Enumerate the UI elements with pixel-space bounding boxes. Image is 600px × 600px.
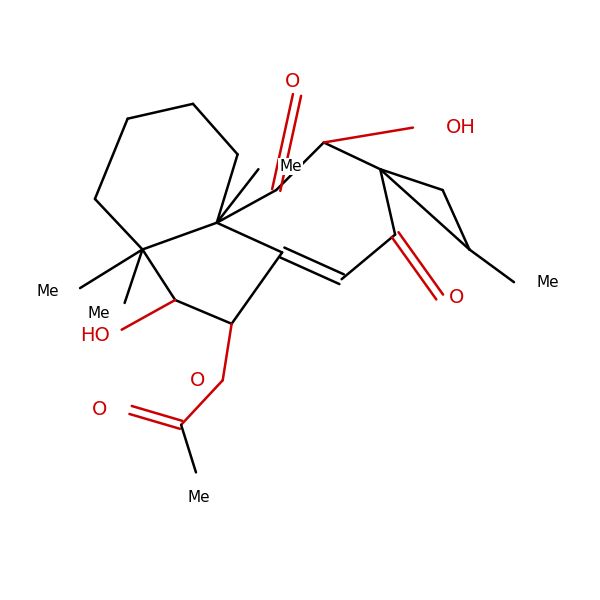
Text: O: O: [91, 400, 107, 419]
Text: OH: OH: [446, 118, 476, 137]
Text: O: O: [449, 287, 464, 307]
Text: Me: Me: [279, 159, 302, 174]
Text: HO: HO: [80, 326, 110, 345]
Text: O: O: [190, 371, 205, 390]
Text: Me: Me: [188, 490, 210, 505]
Text: Me: Me: [87, 306, 110, 321]
Text: Me: Me: [37, 284, 59, 299]
Text: O: O: [284, 73, 300, 91]
Text: Me: Me: [536, 275, 559, 290]
